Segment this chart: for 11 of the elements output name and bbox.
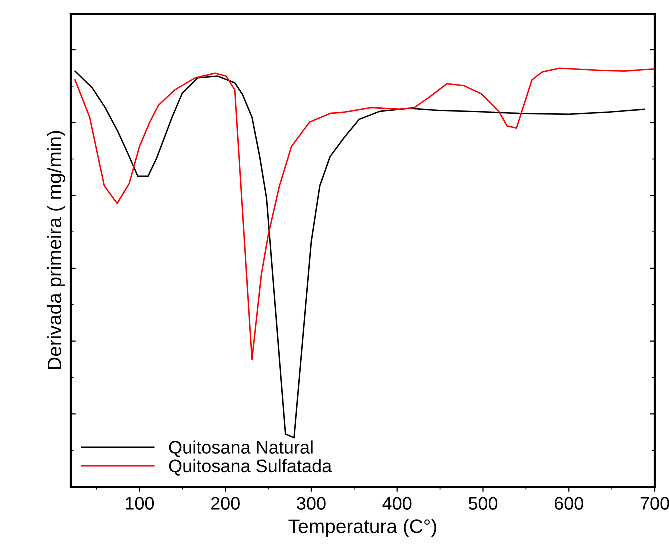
legend-label: Quitosana Natural	[169, 440, 313, 458]
x-tick-label: 200	[211, 497, 240, 510]
y-axis-title: Derivada primeira ( mg/min)	[47, 131, 66, 370]
x-tick-label: 600	[554, 497, 584, 510]
x-tick-label: 300	[297, 497, 326, 510]
x-axis-title: Temperatura (C°)	[288, 519, 436, 538]
x-tick-label: 700	[640, 497, 669, 510]
x-tick-label: 400	[382, 497, 412, 510]
x-tick-label: 500	[468, 497, 498, 510]
legend-label: Quitosana Sulfatada	[169, 459, 332, 476]
x-tick-label: 100	[126, 497, 154, 510]
